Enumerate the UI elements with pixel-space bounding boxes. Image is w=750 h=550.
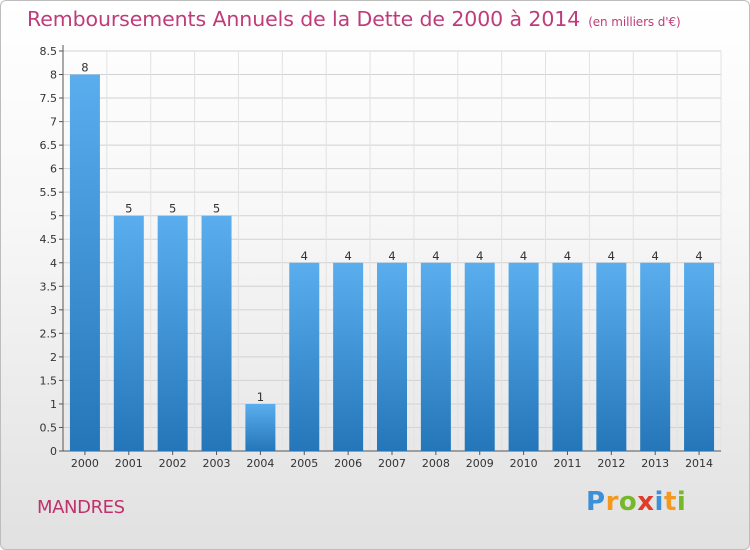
- value-label-2014: 4: [695, 249, 702, 263]
- y-tick-label: 8.5: [40, 45, 58, 58]
- y-tick-label: 4: [50, 257, 57, 270]
- bar-2005: [289, 262, 320, 451]
- x-tick-label-2008: 2008: [422, 457, 450, 470]
- y-tick-label: 3.5: [40, 280, 58, 293]
- x-tick-label-2004: 2004: [246, 457, 274, 470]
- bar-2011: [552, 262, 583, 451]
- chart-title-text: Remboursements Annuels de la Dette de 20…: [27, 7, 581, 31]
- proxiti-logo: Proxiti: [586, 487, 687, 517]
- value-label-2003: 5: [213, 202, 220, 216]
- x-tick-label-2002: 2002: [159, 457, 187, 470]
- value-label-2009: 4: [476, 249, 483, 263]
- y-tick-label: 8: [50, 69, 57, 82]
- y-tick-label: 4.5: [40, 233, 58, 246]
- city-name: MANDRES: [37, 497, 125, 518]
- x-tick-label-2011: 2011: [553, 457, 581, 470]
- y-tick-label: 2: [50, 351, 57, 364]
- value-label-2001: 5: [125, 202, 132, 216]
- x-tick-label-2006: 2006: [334, 457, 362, 470]
- y-tick-label: 5.5: [40, 186, 58, 199]
- x-tick-label-2003: 2003: [203, 457, 231, 470]
- x-tick-label-2001: 2001: [115, 457, 143, 470]
- y-tick-label: 2.5: [40, 327, 58, 340]
- y-tick-label: 7: [50, 116, 57, 129]
- value-label-2013: 4: [652, 249, 659, 263]
- bars: [69, 74, 715, 451]
- x-tick-label-2000: 2000: [71, 457, 99, 470]
- bar-2010: [508, 262, 539, 451]
- x-tick-label-2009: 2009: [466, 457, 494, 470]
- y-tick-label: 5: [50, 210, 57, 223]
- value-label-2002: 5: [169, 202, 176, 216]
- y-tick-label: 3: [50, 304, 57, 317]
- bar-2012: [596, 262, 627, 451]
- y-tick-label: 6: [50, 163, 57, 176]
- value-label-2004: 1: [257, 390, 264, 404]
- value-label-2005: 4: [301, 249, 308, 263]
- y-tick-label: 0: [50, 445, 57, 458]
- value-label-2011: 4: [564, 249, 571, 263]
- x-tick-label-2013: 2013: [641, 457, 669, 470]
- value-label-2012: 4: [608, 249, 615, 263]
- bar-2001: [113, 215, 144, 451]
- x-tick-label-2010: 2010: [510, 457, 538, 470]
- y-tick-label: 0.5: [40, 421, 58, 434]
- y-tick-label: 7.5: [40, 92, 58, 105]
- value-label-2000: 8: [81, 61, 88, 75]
- value-label-2007: 4: [388, 249, 395, 263]
- bar-2004: [245, 403, 276, 451]
- bar-2007: [377, 262, 407, 451]
- bar-2009: [464, 262, 495, 451]
- chart-title: Remboursements Annuels de la Dette de 20…: [27, 7, 681, 31]
- y-tick-label: 1.5: [40, 374, 58, 387]
- x-tick-label-2005: 2005: [290, 457, 318, 470]
- bar-2006: [333, 262, 364, 451]
- x-tick-label-2014: 2014: [685, 457, 713, 470]
- value-label-2008: 4: [432, 249, 439, 263]
- bar-2003: [201, 215, 232, 451]
- bar-2008: [420, 262, 451, 451]
- bar-2013: [640, 262, 671, 451]
- labels: 0 0.5 1 1.5 2 2.5 3 3.5 4 4.5 5 5.5 6 6.5 7 7.5 8 8.5 8 200…: [40, 45, 714, 470]
- bar-2000: [69, 74, 100, 451]
- bar-2002: [157, 215, 188, 451]
- x-tick-label-2007: 2007: [378, 457, 406, 470]
- chart-unit: (en milliers d'€): [588, 15, 681, 29]
- x-tick-label-2012: 2012: [597, 457, 625, 470]
- y-tick-label: 6.5: [40, 139, 58, 152]
- y-tick-label: 1: [50, 398, 57, 411]
- value-label-2010: 4: [520, 249, 527, 263]
- bar-2014: [684, 262, 715, 451]
- value-label-2006: 4: [344, 249, 351, 263]
